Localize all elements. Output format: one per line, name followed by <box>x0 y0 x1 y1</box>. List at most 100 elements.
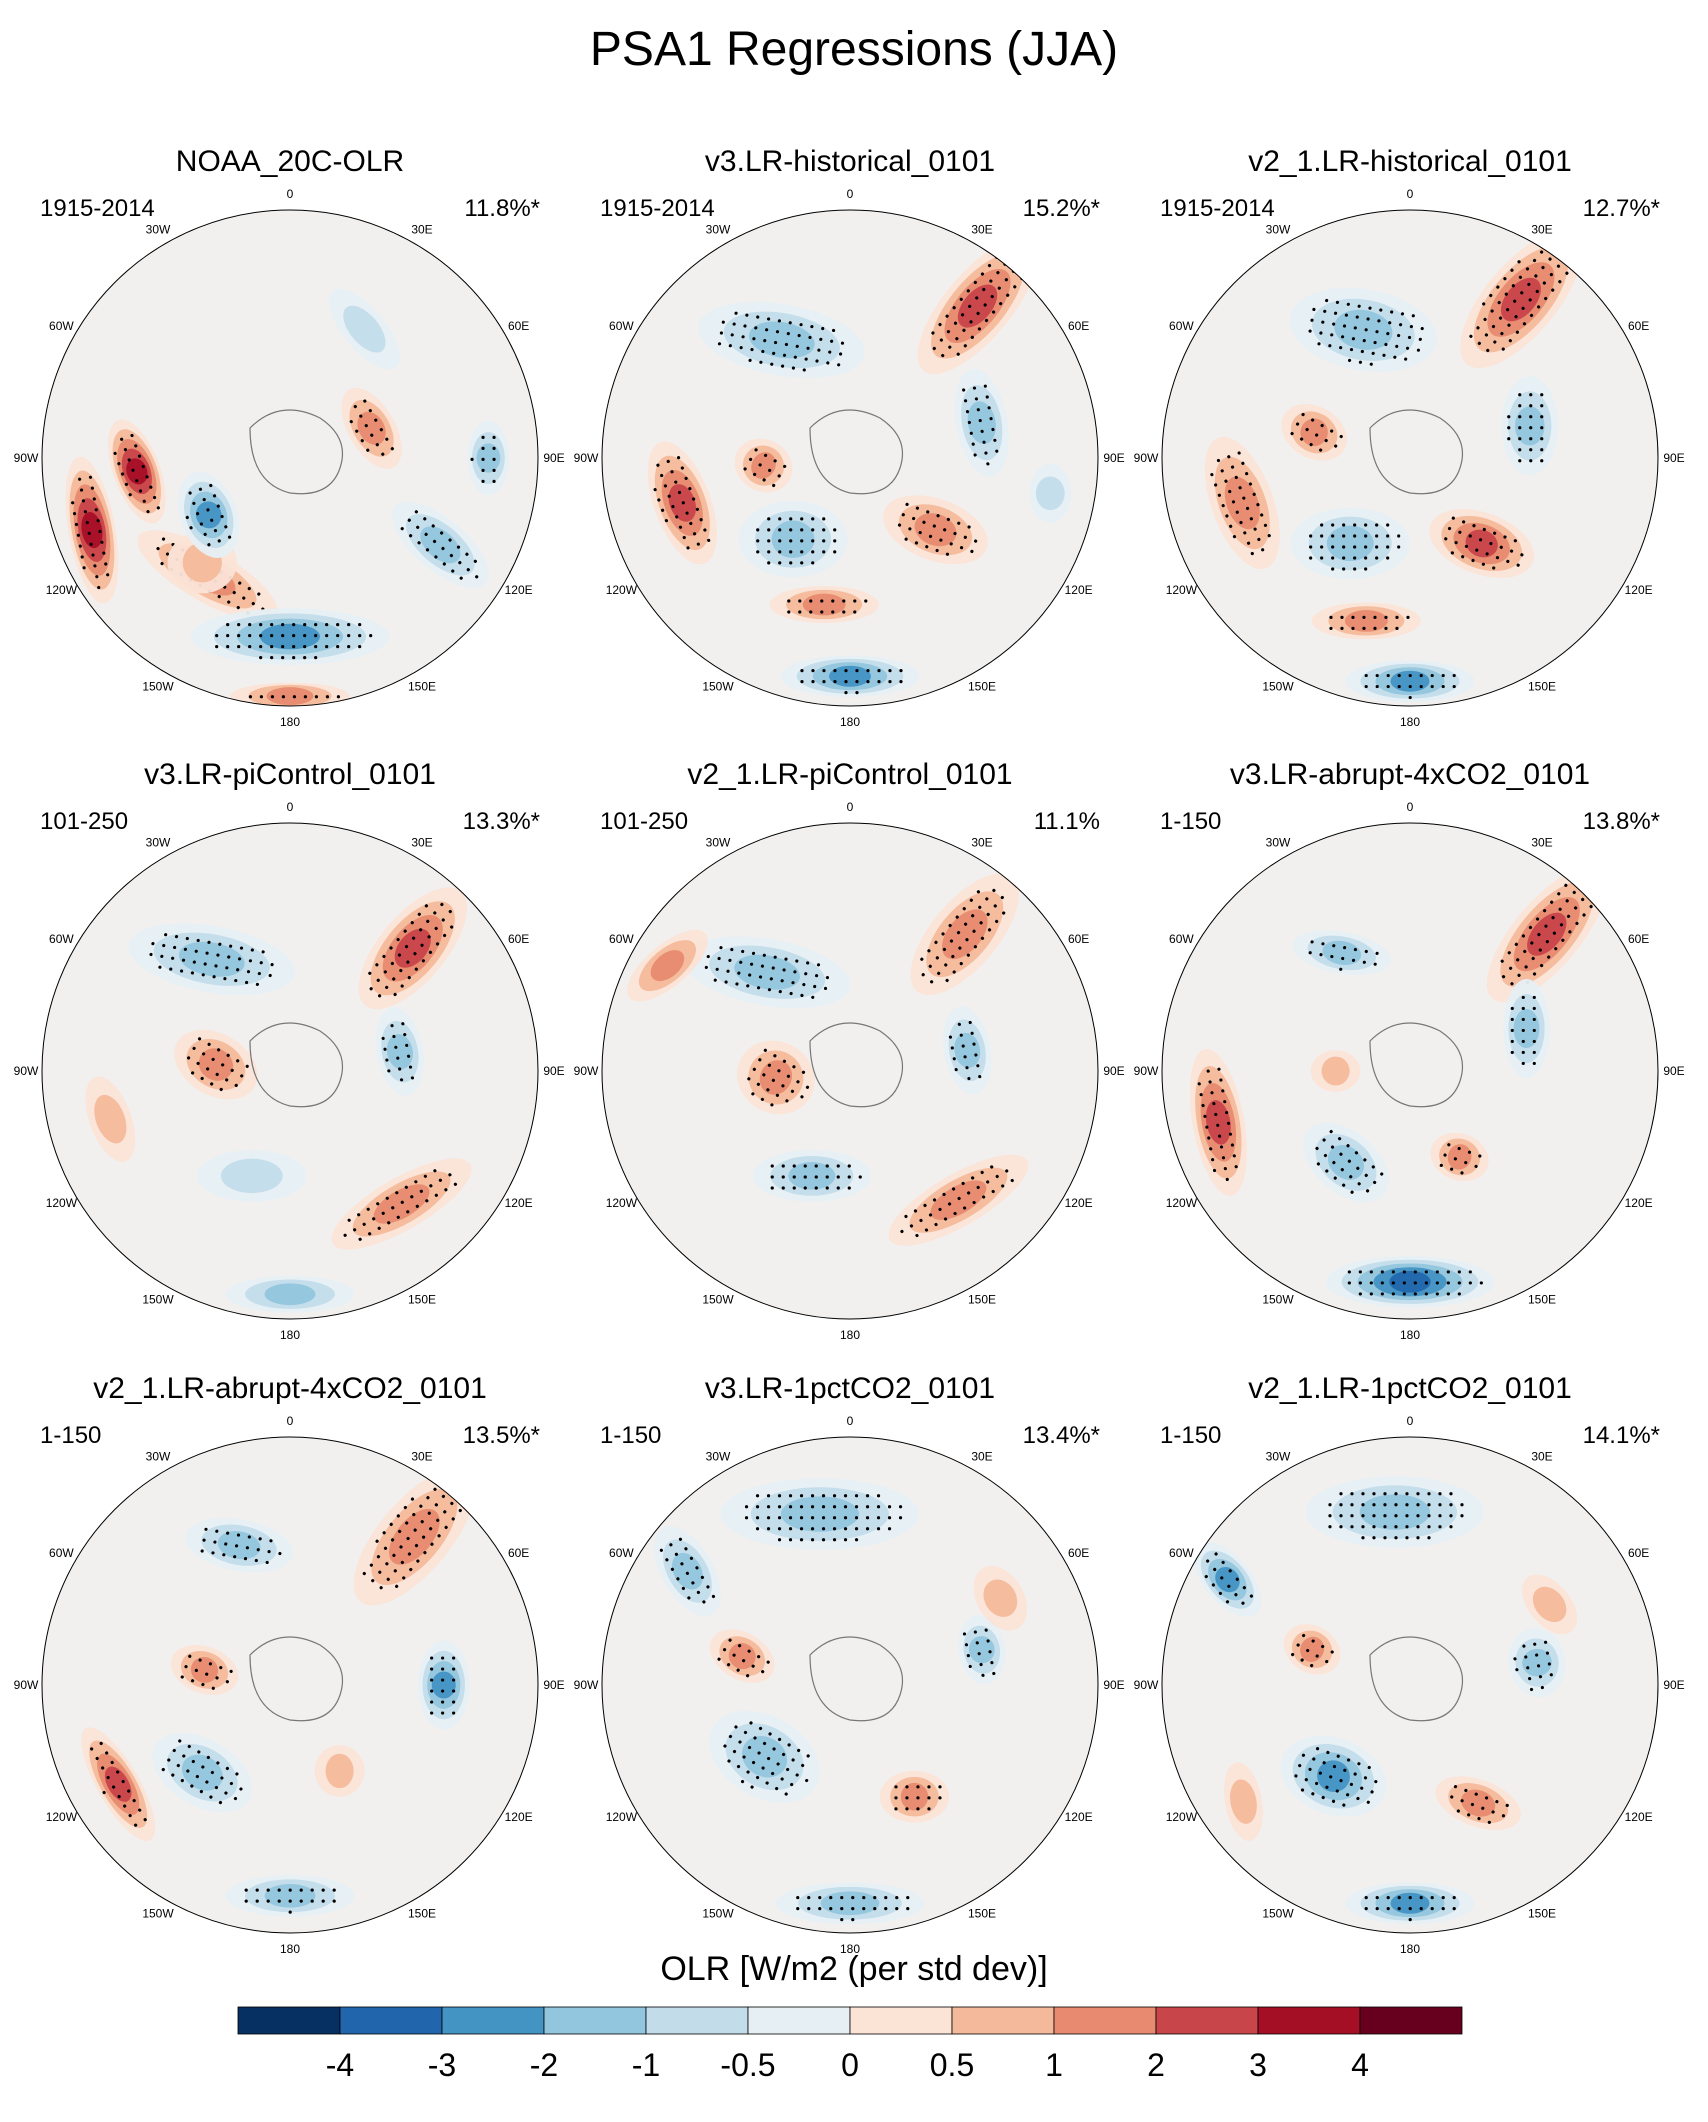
polar-map: 0 30E 60E 90E 120E 150E 180 150W 120W 90W 60W 30W <box>574 187 1125 729</box>
map-boundary <box>41 1436 539 1934</box>
longitude-label: 150W <box>702 680 734 694</box>
anomaly-region <box>225 1275 355 1313</box>
panel-title: v2_1.LR-1pctCO2_0101 <box>1248 1372 1572 1405</box>
anomaly-region <box>108 419 166 524</box>
map-boundary <box>601 209 1099 707</box>
longitude-label: 90E <box>1103 1064 1124 1078</box>
anomaly-region <box>81 1727 156 1842</box>
longitude-label: 150E <box>968 680 996 694</box>
anomaly-region <box>1281 404 1347 461</box>
anomaly-region <box>391 501 489 588</box>
longitude-label: 120E <box>505 1196 533 1210</box>
antarctica-coastline <box>809 1636 904 1722</box>
anomaly-region <box>954 368 1009 477</box>
longitude-label: 120E <box>1625 1810 1653 1824</box>
anomaly-region <box>737 1040 815 1115</box>
longitude-label: 150W <box>1262 1907 1294 1921</box>
anomaly-region <box>178 471 240 558</box>
colorbar-box <box>849 2006 953 2035</box>
anomaly-region <box>128 923 296 996</box>
polar-map: 0 30E 60E 90E 120E 150E 180 150W 120W 90W 60W 30W <box>1134 187 1685 729</box>
anomaly-region <box>85 1076 136 1162</box>
longitude-label: 60W <box>1169 319 1194 333</box>
anomaly-region <box>1522 1574 1578 1635</box>
longitude-label: 60E <box>1628 932 1649 946</box>
longitude-label: 90W <box>1134 451 1159 465</box>
longitude-label: 90E <box>1103 1678 1124 1692</box>
anomaly-region <box>1435 1776 1521 1830</box>
polar-map: 0 30E 60E 90E 120E 150E 180 150W 120W 90W 60W 30W <box>574 1414 1125 1956</box>
longitude-label: 90W <box>574 1678 599 1692</box>
panel-years: 101-250 <box>600 808 689 835</box>
anomaly-region <box>375 1007 425 1096</box>
longitude-label: 120E <box>1625 1196 1653 1210</box>
longitude-label: 60E <box>508 319 529 333</box>
anomaly-region <box>230 682 350 706</box>
longitude-label: 150W <box>142 1907 174 1921</box>
colorbar-box <box>951 2006 1055 2035</box>
longitude-label: 60W <box>609 1546 634 1560</box>
longitude-label: 120E <box>505 583 533 597</box>
longitude-label: 180 <box>1400 715 1420 729</box>
panel-variance: 13.5%* <box>462 1422 540 1449</box>
longitude-label: 180 <box>1400 1328 1420 1342</box>
anomaly-region <box>1325 1255 1495 1308</box>
colorbar-tick-label: 0.5 <box>930 2047 974 2083</box>
longitude-label: 30E <box>411 835 432 849</box>
longitude-label: 120W <box>606 583 638 597</box>
colorbar-tick-label: -2 <box>530 2047 558 2083</box>
longitude-label: 180 <box>840 1328 860 1342</box>
longitude-label: 30E <box>411 1449 432 1463</box>
anomaly-region <box>197 1150 307 1202</box>
longitude-label: 150E <box>968 1907 996 1921</box>
polar-map: 0 30E 60E 90E 120E 150E 180 150W 120W 90W 60W 30W <box>1134 1414 1685 1956</box>
map-background <box>602 823 1098 1319</box>
longitude-label: 90W <box>1134 1678 1159 1692</box>
longitude-label: 0 <box>847 187 854 201</box>
longitude-label: 120W <box>46 1196 78 1210</box>
map-panel: 0 30E 60E 90E 120E 150E 180 150W 120W 90W 60W 30W v2… <box>14 1372 565 1956</box>
longitude-label: 60W <box>1169 1546 1194 1560</box>
longitude-label: 60W <box>49 932 74 946</box>
anomaly-region <box>190 608 390 665</box>
panel-years: 1915-2014 <box>1160 195 1275 222</box>
panel-years: 1-150 <box>600 1422 662 1449</box>
anomaly-region <box>1029 463 1072 524</box>
longitude-label: 30W <box>706 835 731 849</box>
anomaly-region <box>957 1615 1006 1685</box>
longitude-label: 30E <box>1531 1449 1552 1463</box>
longitude-label: 180 <box>280 715 300 729</box>
antarctica-coastline <box>249 1022 344 1108</box>
longitude-label: 90W <box>14 1064 39 1078</box>
longitude-label: 90E <box>543 1678 564 1692</box>
map-panel: 0 30E 60E 90E 120E 150E 180 150W 120W 90W 60W 30W v3… <box>1134 758 1685 1342</box>
colorbar-box <box>645 2006 749 2035</box>
longitude-label: 30E <box>1531 222 1552 236</box>
colorbar-tick-label: -4 <box>326 2047 354 2083</box>
anomaly-region <box>1204 436 1280 570</box>
colorbar-box <box>747 2006 851 2035</box>
longitude-label: 30E <box>971 835 992 849</box>
panel-title: v3.LR-piControl_0101 <box>144 758 436 791</box>
longitude-label: 90W <box>14 451 39 465</box>
longitude-label: 90E <box>1663 1678 1684 1692</box>
anomaly-region <box>1345 660 1475 703</box>
anomaly-region <box>910 873 1019 996</box>
panel-variance: 13.8%* <box>1582 808 1660 835</box>
longitude-label: 120E <box>505 1810 533 1824</box>
longitude-label: 60W <box>49 319 74 333</box>
longitude-label: 120E <box>1065 583 1093 597</box>
longitude-label: 90E <box>1663 451 1684 465</box>
map-boundary <box>601 1436 1099 1934</box>
longitude-label: 120E <box>1625 583 1653 597</box>
anomaly-region <box>775 1882 925 1925</box>
colorbar-tick-label: 2 <box>1147 2047 1165 2083</box>
longitude-label: 0 <box>1407 1414 1414 1428</box>
anomaly-region <box>780 655 920 698</box>
anomaly-region <box>879 1770 950 1823</box>
longitude-label: 0 <box>287 187 294 201</box>
polar-map: 0 30E 60E 90E 120E 150E 180 150W 120W 90W 60W 30W <box>14 187 565 729</box>
longitude-label: 120E <box>1065 1196 1093 1210</box>
antarctica-coastline <box>249 409 344 495</box>
antarctica-coastline <box>1369 1636 1464 1722</box>
